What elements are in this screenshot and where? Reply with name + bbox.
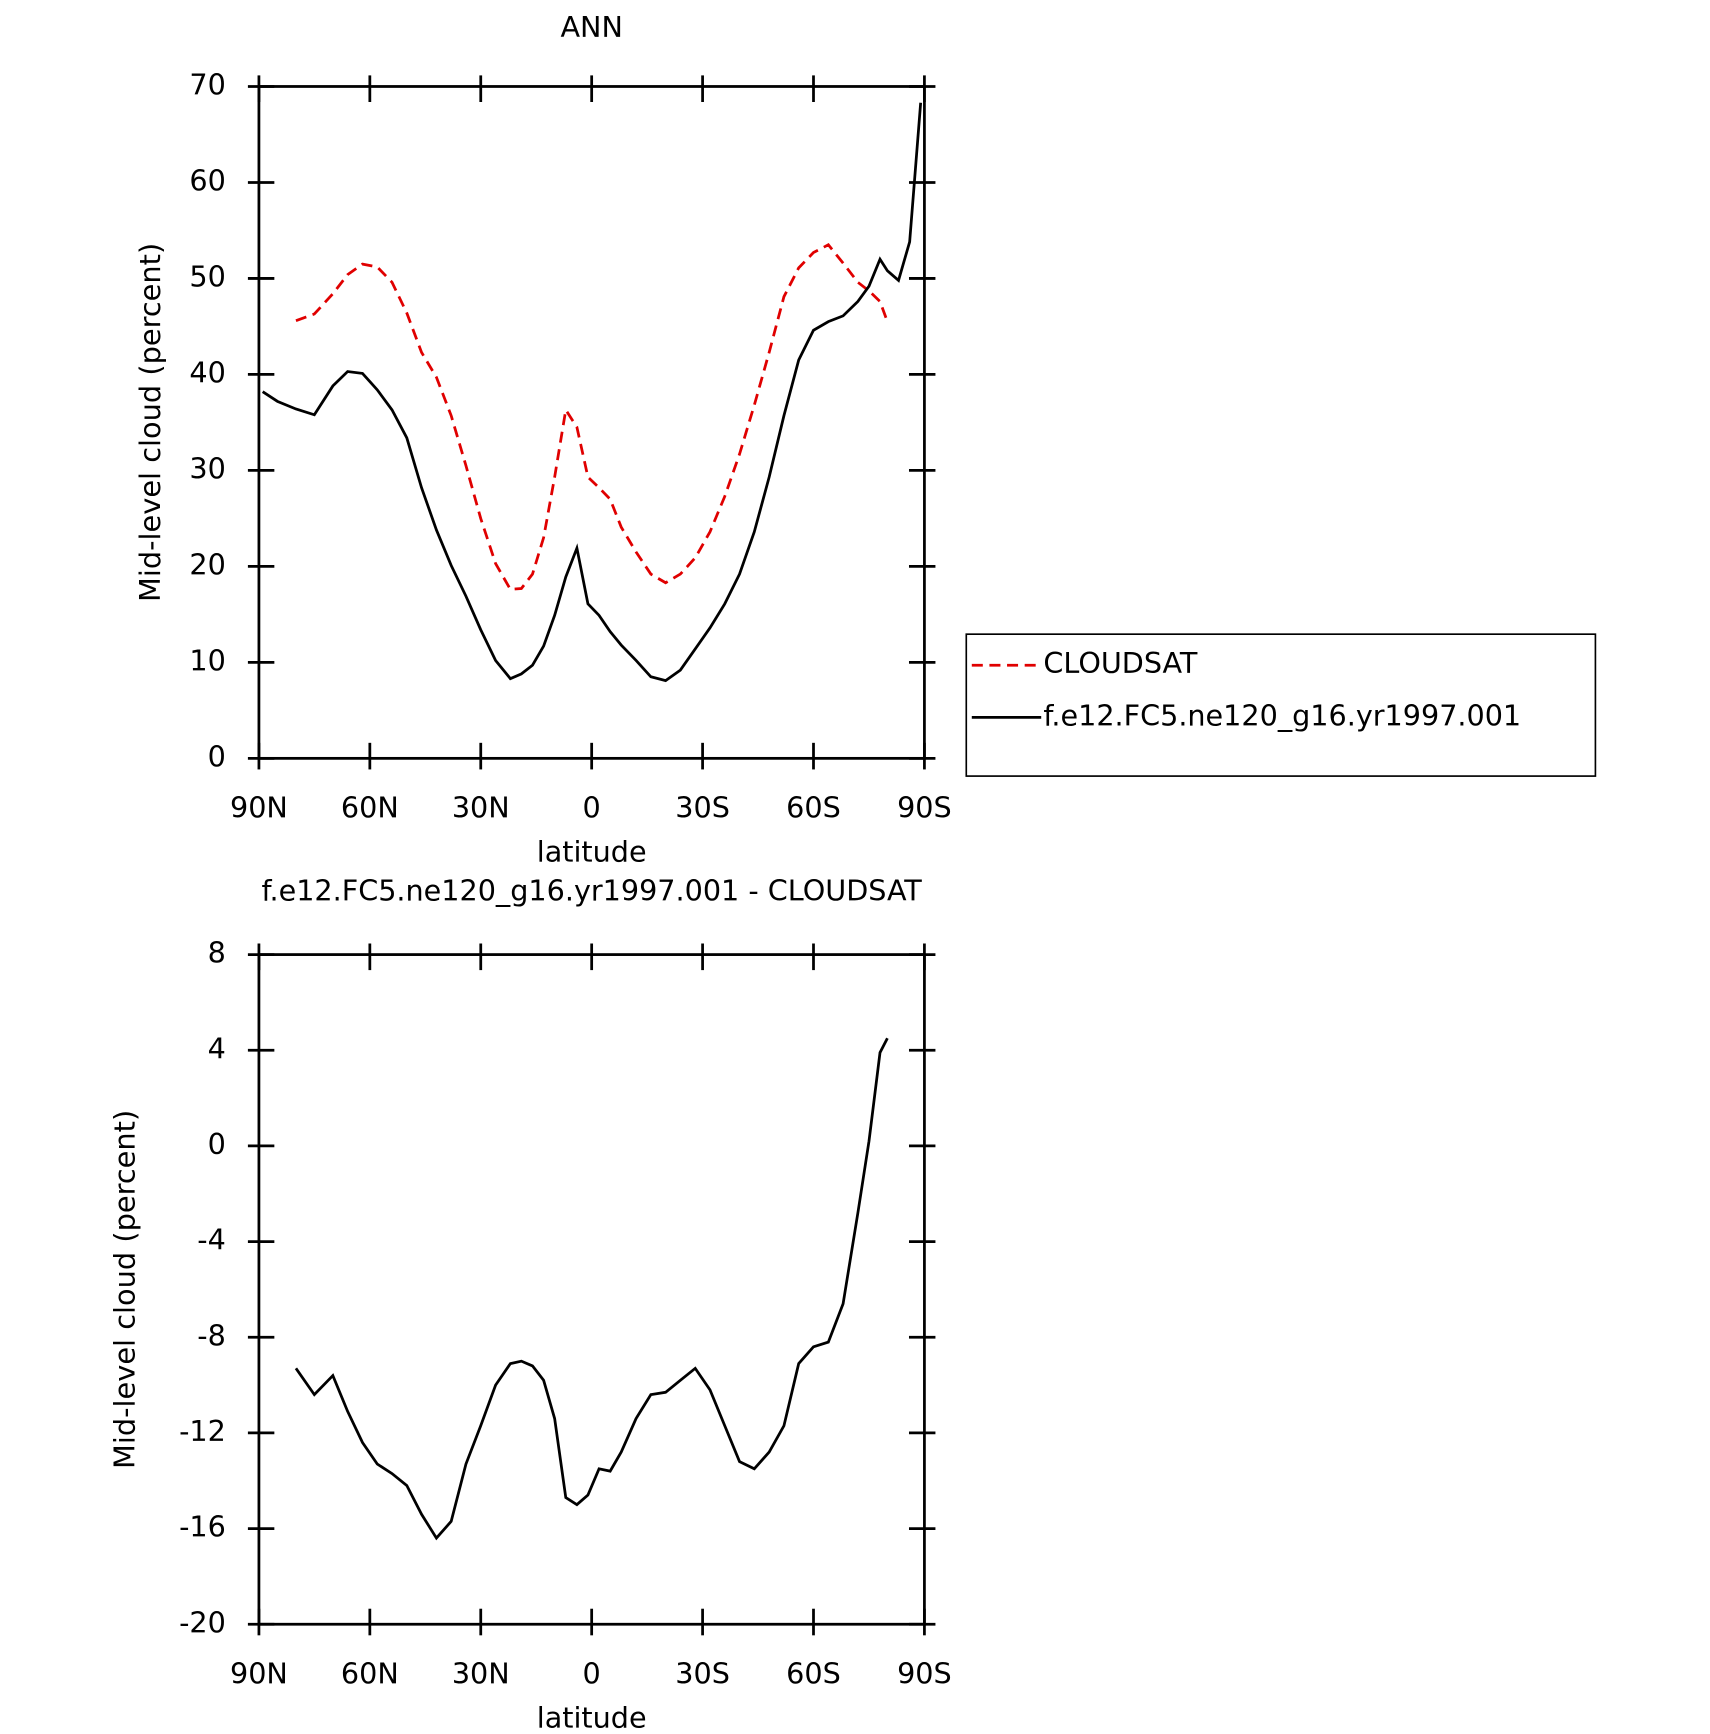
x-tick-label: 90S bbox=[897, 1656, 952, 1690]
x-tick-label: 30S bbox=[675, 1656, 730, 1690]
y-tick-label: 8 bbox=[208, 936, 226, 970]
y-tick-label: -12 bbox=[179, 1414, 226, 1448]
y-tick-label: -8 bbox=[197, 1318, 226, 1352]
legend-box bbox=[965, 633, 1597, 777]
y-axis-label: Mid-level cloud (percent) bbox=[108, 1110, 142, 1469]
plot-frame bbox=[257, 85, 926, 760]
x-axis-label: latitude bbox=[537, 1701, 647, 1734]
y-tick-label: 40 bbox=[189, 355, 225, 389]
legend-label: CLOUDSAT bbox=[1043, 646, 1197, 680]
y-axis-label: Mid-level cloud (percent) bbox=[133, 243, 167, 602]
plot-frame bbox=[257, 953, 926, 1626]
y-tick-label: 4 bbox=[208, 1031, 226, 1065]
y-tick-label: -20 bbox=[179, 1605, 226, 1639]
x-tick-label: 60S bbox=[786, 790, 841, 824]
y-tick-label: -4 bbox=[197, 1223, 226, 1257]
x-tick-label: 60S bbox=[786, 1656, 841, 1690]
y-tick-label: 70 bbox=[189, 67, 225, 101]
data-line bbox=[261, 102, 923, 683]
y-tick-label: 0 bbox=[208, 1127, 226, 1161]
x-tick-label: 60N bbox=[341, 1656, 399, 1690]
y-tick-label: 30 bbox=[189, 451, 225, 485]
x-tick-label: 30N bbox=[452, 790, 510, 824]
x-tick-label: 30S bbox=[675, 790, 730, 824]
y-tick-label: 60 bbox=[189, 163, 225, 197]
x-tick-label: 0 bbox=[583, 790, 601, 824]
y-tick-label: 50 bbox=[189, 259, 225, 293]
x-tick-label: 90S bbox=[897, 790, 952, 824]
chart-title: f.e12.FC5.ne120_g16.yr1997.001 - CLOUDSA… bbox=[262, 873, 923, 907]
x-tick-label: 60N bbox=[341, 790, 399, 824]
legend-label: f.e12.FC5.ne120_g16.yr1997.001 bbox=[1043, 698, 1521, 732]
y-tick-label: -16 bbox=[179, 1510, 226, 1544]
y-tick-label: 0 bbox=[208, 739, 226, 773]
y-tick-label: 10 bbox=[189, 643, 225, 677]
x-tick-label: 90N bbox=[230, 790, 288, 824]
y-tick-label: 20 bbox=[189, 547, 225, 581]
chart-title: ANN bbox=[560, 10, 622, 44]
x-tick-label: 0 bbox=[583, 1656, 601, 1690]
x-axis-label: latitude bbox=[537, 835, 647, 869]
data-line bbox=[295, 243, 889, 591]
data-line bbox=[294, 1037, 889, 1541]
x-tick-label: 90N bbox=[230, 1656, 288, 1690]
x-tick-label: 30N bbox=[452, 1656, 510, 1690]
